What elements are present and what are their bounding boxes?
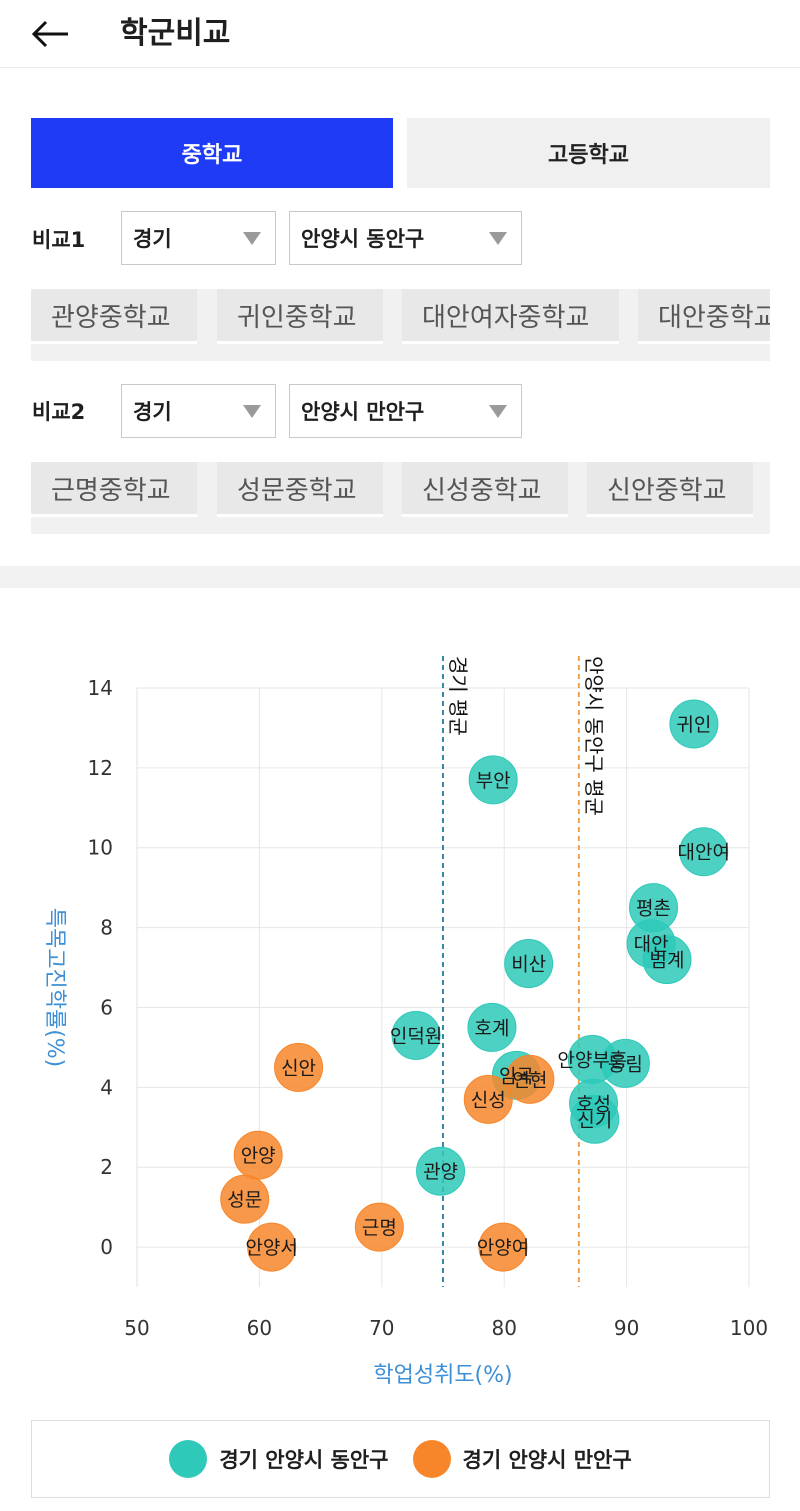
compare1-label: 비교1 (32, 228, 86, 252)
data-point (478, 1222, 528, 1272)
data-point (468, 755, 518, 805)
data-point-label: 대안여 (677, 842, 729, 864)
compare1-province-select[interactable]: 경기 (121, 211, 276, 265)
y-tick-label: 10 (88, 836, 113, 860)
data-point-label: 대안 (634, 934, 669, 956)
data-point-label: 신성 (471, 1089, 506, 1111)
x-tick-label: 70 (369, 1316, 394, 1340)
chart-legend: 경기 안양시 동안구 경기 안양시 만안구 (31, 1420, 770, 1498)
legend-label: 경기 안양시 만안구 (462, 1448, 632, 1472)
y-tick-label: 6 (100, 995, 113, 1019)
legend-marker (412, 1440, 451, 1478)
scatter-chart: 50 60 70 80 90 100 0 2 4 6 8 10 12 14 학업성취도(%) 특목고진학률(%… (42, 656, 768, 1388)
x-tick-label: 60 (247, 1316, 272, 1340)
data-point (600, 1038, 650, 1088)
data-point (570, 1094, 620, 1144)
arrow-left-icon[interactable] (30, 14, 72, 54)
y-axis-title: 특목고진학률(%) (42, 908, 67, 1068)
data-point-label: 성문 (227, 1189, 262, 1211)
school-chip[interactable]: 근명중학교 (31, 462, 197, 517)
data-point (274, 1042, 324, 1092)
tab-high-school[interactable]: 고등학교 (407, 118, 770, 188)
data-point (679, 827, 729, 877)
tab-middle-school[interactable]: 중학교 (31, 118, 393, 188)
compare1-school-chips[interactable]: 관양중학교 귀인중학교 대안여자중학교 대안중학교 (31, 289, 770, 361)
data-point (642, 935, 692, 985)
data-point-label: 비산 (511, 954, 546, 976)
data-point (416, 1146, 466, 1196)
data-point-label: 안양 (241, 1145, 276, 1167)
data-point-label: 임곡 (499, 1065, 534, 1087)
data-point-label: 부안 (476, 770, 511, 792)
data-point-label: 관양 (423, 1161, 458, 1183)
data-point (220, 1174, 270, 1224)
legend-marker (169, 1440, 208, 1478)
x-tick-label: 90 (614, 1316, 639, 1340)
legend-label: 경기 안양시 동안구 (219, 1448, 389, 1472)
app-header: 학군비교 (0, 0, 800, 68)
data-point-label: 안양부흥 (557, 1049, 627, 1071)
caret-down-icon (243, 405, 261, 418)
school-chip[interactable]: 관양중학교 (31, 289, 197, 344)
data-point (391, 1010, 441, 1060)
reference-line-label: 경기 평균 (446, 656, 470, 736)
compare1-province-value: 경기 (133, 227, 172, 251)
y-tick-label: 0 (100, 1235, 113, 1259)
data-point (247, 1222, 297, 1272)
data-point-label: 신기 (577, 1109, 612, 1131)
y-tick-label: 4 (100, 1075, 113, 1099)
y-tick-label: 2 (100, 1155, 113, 1179)
compare2-label: 비교2 (32, 400, 86, 424)
data-point-label: 근명 (362, 1217, 397, 1239)
school-chip[interactable]: 대안중학교 (638, 289, 770, 344)
data-point (504, 939, 554, 989)
data-point (463, 1074, 513, 1124)
school-chip[interactable]: 신성중학교 (402, 462, 568, 517)
y-tick-label: 14 (88, 676, 113, 700)
legend-item-series1[interactable]: 경기 안양시 동안구 (169, 1440, 389, 1478)
caret-down-icon (243, 232, 261, 245)
compare1-district-value: 안양시 동안구 (301, 227, 425, 251)
y-tick-label: 8 (100, 916, 113, 940)
y-tick-label: 12 (88, 756, 113, 780)
compare2-school-chips[interactable]: 근명중학교 성문중학교 신성중학교 신안중학교 (31, 462, 770, 534)
data-point-label: 귀인 (676, 714, 711, 736)
data-point-label: 호계 (474, 1017, 509, 1039)
compare2-district-select[interactable]: 안양시 만안구 (289, 384, 522, 438)
school-chip[interactable]: 성문중학교 (217, 462, 383, 517)
x-tick-label: 50 (124, 1316, 149, 1340)
data-point (505, 1054, 555, 1104)
data-point-label: 호성 (576, 1093, 611, 1115)
data-point-label: 연현 (512, 1069, 547, 1091)
section-divider (0, 566, 800, 588)
x-axis-title: 학업성취도(%) (373, 1363, 512, 1388)
data-point-label: 평촌 (636, 898, 671, 920)
reference-line-label: 안양시 동안구 평균 (582, 656, 606, 816)
page-title: 학군비교 (120, 16, 231, 51)
data-point-label: 안양여 (477, 1237, 529, 1259)
school-chip[interactable]: 귀인중학교 (217, 289, 383, 344)
school-chip[interactable]: 대안여자중학교 (402, 289, 619, 344)
legend-item-series2[interactable]: 경기 안양시 만안구 (412, 1440, 632, 1478)
compare2-district-value: 안양시 만안구 (301, 400, 425, 424)
data-point (354, 1202, 404, 1252)
caret-down-icon (489, 405, 507, 418)
x-tick-label: 80 (491, 1316, 516, 1340)
compare1-district-select[interactable]: 안양시 동안구 (289, 211, 522, 265)
caret-down-icon (489, 232, 507, 245)
school-level-tabs: 중학교 고등학교 (31, 118, 770, 188)
compare2-province-select[interactable]: 경기 (121, 384, 276, 438)
data-point-label: 신안 (281, 1057, 316, 1079)
data-point-label: 범계 (650, 950, 685, 972)
data-point-label: 인덕원 (390, 1025, 442, 1047)
data-point (669, 699, 719, 749)
school-chip[interactable]: 신안중학교 (587, 462, 753, 517)
x-tick-label: 100 (730, 1316, 768, 1340)
data-point (467, 1002, 517, 1052)
data-point-label: 동림 (608, 1053, 643, 1075)
data-point-label: 안양서 (245, 1237, 297, 1259)
compare2-province-value: 경기 (133, 400, 172, 424)
